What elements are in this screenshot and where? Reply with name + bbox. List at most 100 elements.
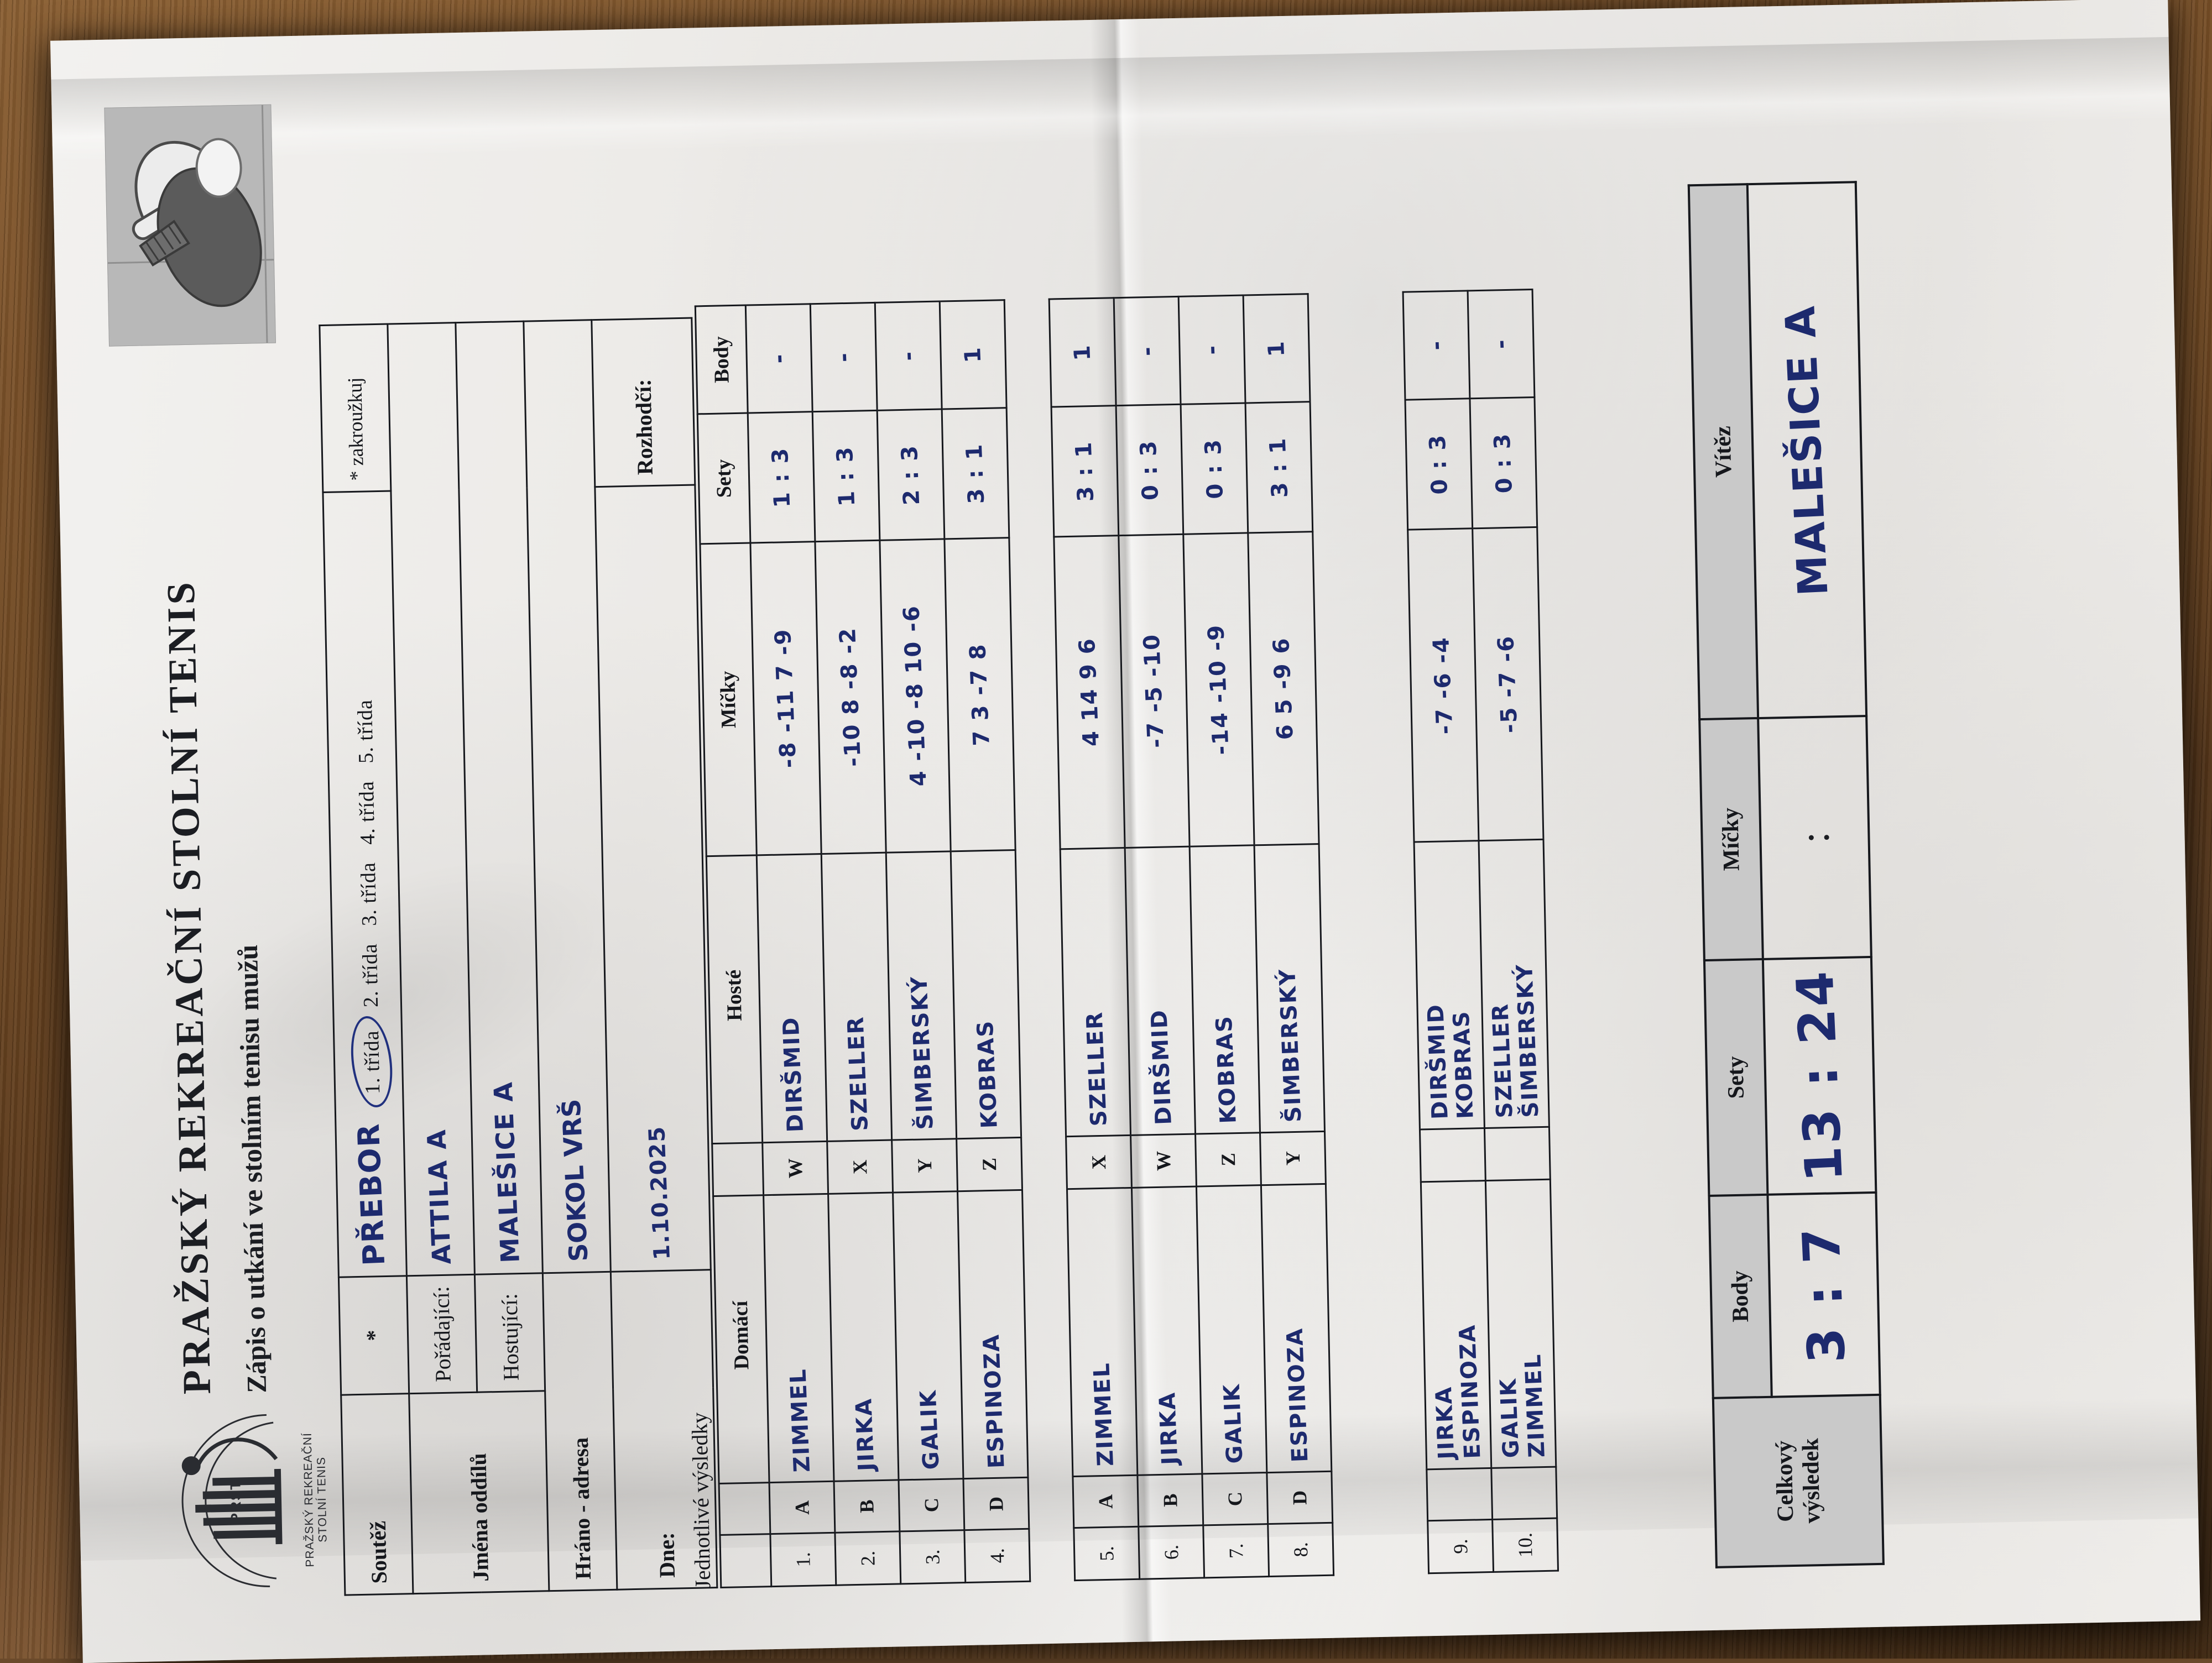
svg-text:STOLNÍ TENIS: STOLNÍ TENIS: [315, 1456, 329, 1542]
row-points[interactable]: 1: [1049, 297, 1117, 407]
row-index: 10.: [1492, 1518, 1558, 1572]
row-home-player[interactable]: ESPINOZA: [1261, 1183, 1332, 1473]
row-balls[interactable]: -5 -7 -6: [1472, 526, 1543, 841]
venue-handwriting: SOKOL VRŠ: [556, 1098, 594, 1263]
page-title: PRAŽSKÝ REKREAČNÍ STOLNÍ TENIS: [158, 579, 220, 1395]
row-guest-pair[interactable]: DIRŠMID KOBRAS: [1414, 840, 1485, 1129]
row-guest-player[interactable]: ŠIMBERSKÝ: [1254, 843, 1325, 1133]
final-balls-value[interactable]: :: [1758, 715, 1871, 959]
guest-player-handwriting: DIRŠMID: [778, 1016, 808, 1133]
row-home-pair[interactable]: JIRKA ESPINOZA: [1421, 1180, 1491, 1469]
final-winner-value[interactable]: MALEŠICE A: [1747, 181, 1867, 718]
row-points[interactable]: -: [1114, 296, 1181, 406]
home-pair-player1: GALIK: [1495, 1377, 1525, 1458]
row-guest-player[interactable]: SZELLER: [1060, 848, 1131, 1137]
guest-player-handwriting: KOBRAS: [1211, 1014, 1241, 1124]
class-option-1[interactable]: 1. třída: [358, 1024, 386, 1100]
class-option-3[interactable]: 3. třída: [356, 861, 381, 926]
row-balls[interactable]: -14 -10 -9: [1183, 532, 1255, 846]
row-home-pair[interactable]: GALIK ZIMMEL: [1485, 1179, 1556, 1468]
row-guest-player[interactable]: SZELLER: [821, 852, 892, 1141]
row-code: X: [827, 1139, 893, 1194]
page-subtitle: Zápis o utkání ve stolním tenisu mužů: [232, 944, 273, 1393]
label-team-names: Jména oddílů: [409, 1390, 549, 1594]
header-sets: Sety: [697, 412, 750, 544]
form-header: PRST PRAŽSKÝ REKREAČNÍ STOLNÍ TENIS PRAŽ…: [81, 64, 373, 1634]
points-handwriting: -: [1488, 338, 1514, 349]
guest-player-handwriting: ŠIMBERSKÝ: [1275, 967, 1307, 1123]
row-letter: D: [1266, 1471, 1333, 1524]
row-sets[interactable]: 0 : 3: [1405, 398, 1473, 530]
row-balls[interactable]: -10 8 -8 -2: [815, 540, 886, 854]
row-index: 2.: [834, 1531, 901, 1585]
sets-handwriting: 3 : 1: [961, 442, 990, 504]
row-sets[interactable]: 2 : 3: [877, 409, 945, 540]
row-points[interactable]: 1: [1243, 294, 1310, 403]
row-points[interactable]: -: [1403, 290, 1470, 400]
final-header-sets: Sety: [1704, 959, 1768, 1196]
header-index: [719, 1534, 771, 1587]
final-body-value[interactable]: 3 : 7: [1767, 1192, 1880, 1397]
row-balls[interactable]: 4 14 9 6: [1053, 535, 1125, 849]
row-sets[interactable]: 3 : 1: [1245, 401, 1313, 533]
row-sets[interactable]: 0 : 3: [1469, 396, 1537, 529]
row-points[interactable]: -: [875, 301, 942, 410]
row-home-player[interactable]: ESPINOZA: [957, 1189, 1028, 1479]
form-content: PRST PRAŽSKÝ REKREAČNÍ STOLNÍ TENIS PRAŽ…: [81, 28, 2169, 1633]
row-points[interactable]: -: [1178, 295, 1246, 404]
guest-player-handwriting: KOBRAS: [972, 1019, 1003, 1129]
home-pair-player2: ESPINOZA: [1454, 1323, 1486, 1460]
row-sets[interactable]: 1 : 3: [812, 410, 880, 542]
row-sets[interactable]: 3 : 1: [942, 407, 1009, 539]
row-index: 6.: [1138, 1525, 1204, 1579]
row-balls[interactable]: 7 3 -7 8: [944, 537, 1016, 851]
balls-handwriting: 6 5 -9 6: [1269, 636, 1298, 740]
date-value[interactable]: 1.10.2025: [594, 484, 711, 1272]
row-home-player[interactable]: ZIMMEL: [1067, 1187, 1138, 1477]
row-points[interactable]: -: [810, 302, 878, 412]
row-points[interactable]: -: [1468, 289, 1535, 399]
row-sets[interactable]: 3 : 1: [1051, 405, 1119, 537]
row-guest-player[interactable]: DIRŠMID: [1125, 846, 1196, 1135]
row-guest-player[interactable]: DIRŠMID: [757, 854, 827, 1143]
row-sets[interactable]: 0 : 3: [1116, 404, 1183, 536]
row-sets[interactable]: 0 : 3: [1181, 402, 1248, 534]
row-index: 8.: [1267, 1522, 1334, 1577]
points-handwriting: 1: [1263, 339, 1290, 357]
class-option-4[interactable]: 4. třída: [354, 780, 379, 845]
row-balls[interactable]: -8 -11 7 -9: [750, 541, 822, 855]
row-code: Z: [1195, 1132, 1261, 1186]
table-tennis-paddle-icon: [104, 104, 276, 347]
row-sets[interactable]: 1 : 3: [748, 411, 815, 543]
row-balls[interactable]: 6 5 -9 6: [1248, 531, 1319, 845]
sets-handwriting: 1 : 3: [767, 446, 796, 508]
row-letter: C: [898, 1478, 964, 1531]
class-option-5[interactable]: 5. třída: [353, 699, 378, 763]
final-sets-value[interactable]: 13 : 24: [1762, 956, 1876, 1195]
sets-handwriting: 3 : 1: [1071, 440, 1099, 502]
row-home-player[interactable]: GALIK: [1196, 1185, 1267, 1474]
final-header-balls: Míčky: [1699, 718, 1763, 960]
row-home-player[interactable]: GALIK: [893, 1191, 963, 1480]
guest-pair-player2: KOBRAS: [1448, 1010, 1479, 1120]
guest-pair-player1: SZELLER: [1488, 1002, 1518, 1118]
row-points[interactable]: -: [745, 304, 813, 413]
guest-player-handwriting: SZELLER: [843, 1015, 873, 1132]
row-home-player[interactable]: JIRKA: [1131, 1186, 1202, 1475]
row-balls[interactable]: 4 -10 -8 10 -6: [879, 538, 951, 853]
row-balls[interactable]: -7 -6 -4: [1407, 528, 1479, 842]
final-result-label: Celkový výsledek: [1713, 1394, 1884, 1567]
row-guest-player[interactable]: KOBRAS: [951, 849, 1021, 1139]
label-referee[interactable]: Rozhodčí:: [591, 317, 695, 487]
row-guest-player[interactable]: KOBRAS: [1190, 845, 1260, 1134]
row-home-player[interactable]: JIRKA: [828, 1192, 899, 1481]
row-index: 5.: [1073, 1526, 1140, 1581]
row-points[interactable]: 1: [940, 300, 1007, 409]
row-balls[interactable]: -7 -5 -10: [1118, 534, 1190, 848]
row-guest-player[interactable]: ŠIMBERSKÝ: [886, 851, 957, 1140]
row-home-player[interactable]: ZIMMEL: [763, 1193, 834, 1483]
row-guest-pair[interactable]: SZELLER ŠIMBERSKÝ: [1478, 839, 1550, 1128]
final-sets-handwriting: 13 : 24: [1785, 968, 1854, 1184]
class-option-2[interactable]: 2. třída: [358, 943, 383, 1007]
home-player-handwriting: ZIMMEL: [1089, 1361, 1119, 1467]
